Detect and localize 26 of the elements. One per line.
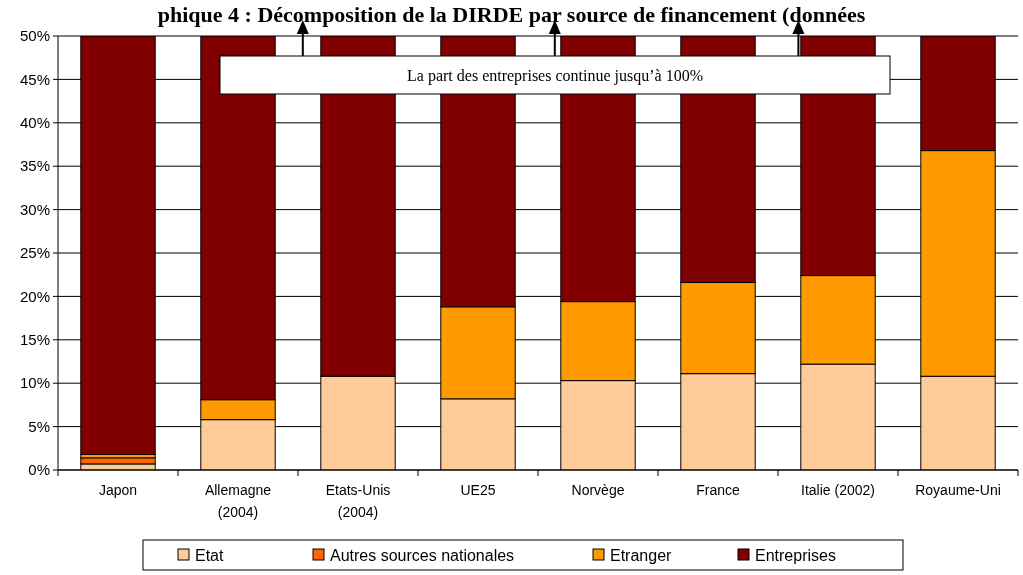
legend-label: Entreprises bbox=[755, 546, 836, 564]
y-tick-label: 10% bbox=[19, 374, 50, 392]
x-tick-label: Italie (2002) bbox=[801, 482, 875, 498]
y-tick-label: 5% bbox=[28, 417, 50, 435]
x-tick-label: Royaume-Uni bbox=[915, 482, 1001, 498]
y-tick-label: 35% bbox=[19, 157, 50, 175]
y-tick-label: 45% bbox=[19, 70, 50, 88]
y-tick-label: 20% bbox=[19, 287, 50, 305]
legend-label: Etranger bbox=[610, 546, 673, 564]
x-tick-label: UE25 bbox=[460, 482, 496, 498]
legend-label: Autres sources nationales bbox=[330, 546, 515, 564]
annotation: La part des entreprises continue jusqu’à 100% bbox=[407, 66, 703, 85]
y-tick-label: 15% bbox=[19, 331, 50, 349]
y-tick-label: 0% bbox=[28, 461, 50, 479]
x-tick-label: Norvège bbox=[571, 482, 625, 498]
y-tick-label: 25% bbox=[19, 244, 50, 262]
x-tick-label: Allemagne (2004) bbox=[204, 482, 272, 520]
y-tick-label: 30% bbox=[19, 200, 50, 218]
legend-label: Etat bbox=[195, 546, 225, 564]
x-tick-label: Etats-Unis (2004) bbox=[325, 482, 391, 520]
y-tick-label: 40% bbox=[19, 114, 50, 132]
x-tick-label: Japon bbox=[98, 482, 138, 498]
y-tick-label: 50% bbox=[19, 27, 50, 45]
bar bbox=[80, 457, 156, 465]
chart-title: phique 4 : Décomposition de la DIRDE par source de financement (données bbox=[157, 2, 866, 27]
x-tick-label: France bbox=[696, 482, 740, 498]
